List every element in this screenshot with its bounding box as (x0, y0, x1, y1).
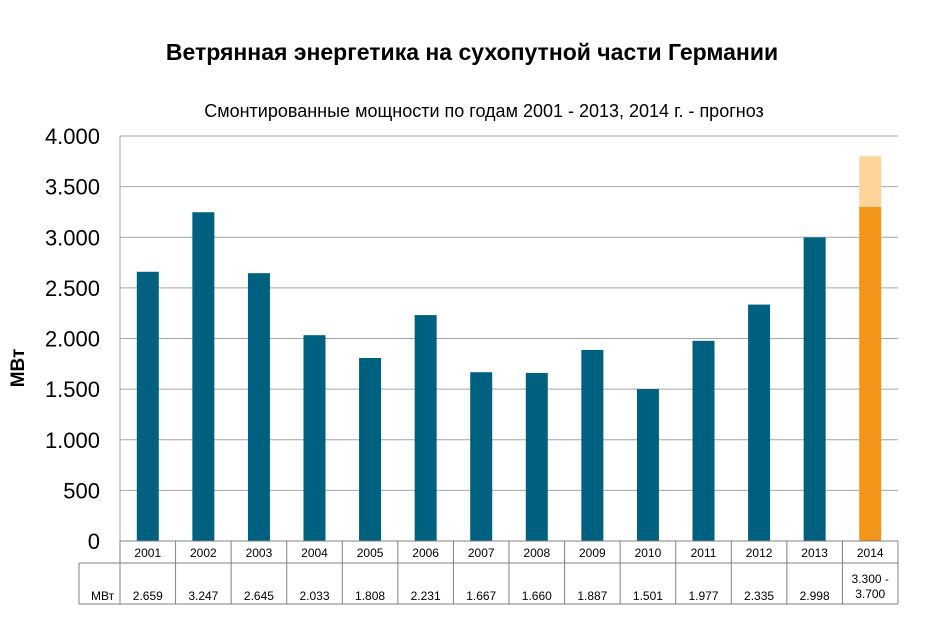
table-value: 1.660 (522, 589, 552, 603)
bar (525, 372, 548, 541)
x-tick-label: 2013 (801, 546, 828, 560)
table-row-label: МВт (91, 589, 115, 603)
table-value: 2.998 (800, 589, 830, 603)
x-tick-label: 2011 (691, 546, 717, 560)
table-value-line: 3.300 - (852, 572, 889, 586)
bar (636, 389, 659, 541)
table-value: 1.887 (577, 589, 607, 603)
bar (136, 271, 159, 541)
bar (803, 237, 826, 541)
y-tick-label: 4.000 (45, 124, 100, 149)
table-value: 1.977 (688, 589, 718, 603)
bar (470, 372, 493, 541)
chart-title: Ветрянная энергетика на сухопутной части… (166, 39, 778, 65)
y-tick-label: 2.000 (45, 327, 100, 352)
x-tick-label: 2012 (746, 546, 773, 560)
table-value: 3.247 (188, 589, 218, 603)
bar (748, 304, 771, 541)
table-value: 1.667 (466, 589, 496, 603)
x-tick-label: 2005 (357, 546, 384, 560)
y-tick-label: 1.500 (45, 377, 100, 402)
x-tick-label: 2003 (246, 546, 273, 560)
bar (692, 340, 715, 541)
y-axis-label: МВт (8, 349, 29, 388)
x-tick-label: 2010 (635, 546, 662, 560)
y-tick-label: 3.500 (45, 175, 100, 200)
y-tick-label: 2.500 (45, 276, 100, 301)
table-value: 2.659 (133, 589, 163, 603)
x-tick-label: 2014 (857, 546, 884, 560)
table-value: 2.033 (299, 589, 329, 603)
table-value: 1.501 (633, 589, 663, 603)
x-tick-label: 2001 (134, 546, 161, 560)
y-tick-label: 0 (88, 529, 100, 554)
gridlines (119, 135, 898, 542)
bar (359, 357, 382, 541)
x-tick-label: 2002 (190, 546, 217, 560)
table-value: 2.645 (244, 589, 274, 603)
table-value: 2.231 (411, 589, 441, 603)
y-tick-label: 500 (63, 478, 100, 503)
bars (136, 156, 882, 541)
table-value: 3.300 -3.700 (852, 572, 889, 601)
chart-subtitle: Смонтированные мощности по годам 2001 - … (204, 101, 764, 121)
bar (303, 335, 326, 541)
y-tick-labels: 0 500 1.000 1.500 2.000 2.500 3.000 3.500 4.000 (45, 124, 100, 554)
bar (414, 315, 437, 541)
forecast-range-bar (859, 156, 882, 207)
x-tick-label: 2009 (579, 546, 606, 560)
data-table: 2001 2.659 2002 3.247 2003 2.645 2004 2.033 2005… (78, 540, 899, 605)
table-value: 1.808 (355, 589, 385, 603)
x-tick-label: 2006 (412, 546, 439, 560)
bar (859, 206, 882, 541)
table-value-line: 3.700 (855, 587, 885, 601)
bar (581, 349, 604, 541)
y-tick-label: 1.000 (45, 428, 100, 453)
y-tick-label: 3.000 (45, 225, 100, 250)
table-value: 2.335 (744, 589, 774, 603)
x-tick-label: 2007 (468, 546, 495, 560)
bar (192, 212, 215, 541)
x-tick-label: 2004 (301, 546, 328, 560)
bar (247, 273, 270, 541)
x-tick-label: 2008 (523, 546, 550, 560)
